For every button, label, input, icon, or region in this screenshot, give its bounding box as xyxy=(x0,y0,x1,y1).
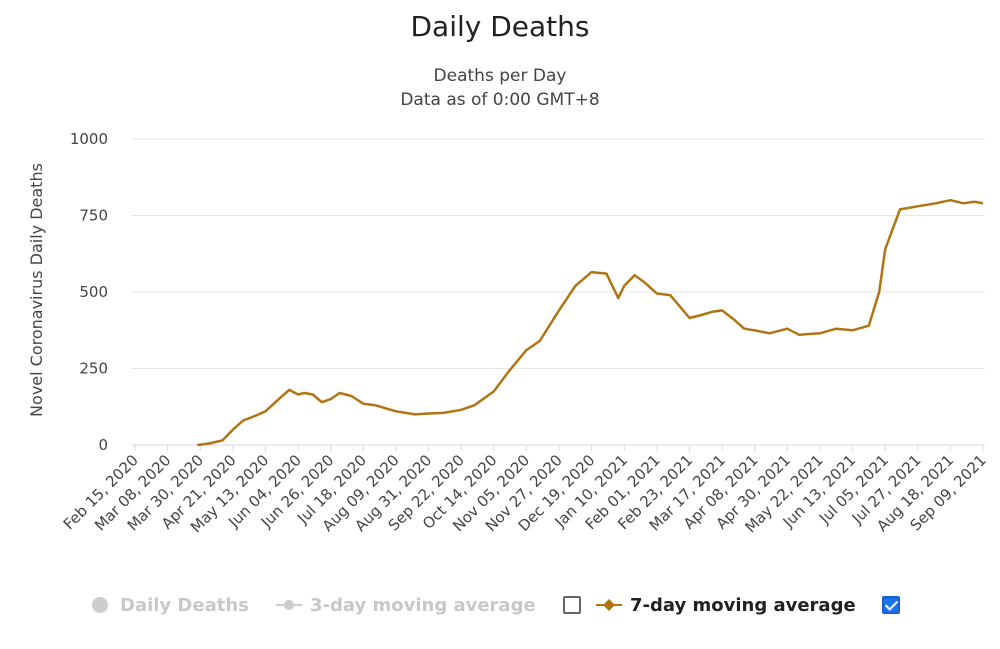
chart-subtitle-line-1: Deaths per Day xyxy=(433,66,567,86)
legend: Daily Deaths 3-day moving average 7-day … xyxy=(0,588,1000,622)
diamond-line-marker-icon xyxy=(596,599,622,611)
y-tick-label: 750 xyxy=(79,207,108,225)
chart-subtitle-line-2: Data as of 0:00 GMT+8 xyxy=(400,90,600,110)
chart-title: Daily Deaths xyxy=(410,10,590,43)
legend-item-daily-deaths[interactable]: Daily Deaths xyxy=(88,588,249,622)
y-tick-label: 500 xyxy=(79,283,108,301)
legend-label-daily-deaths: Daily Deaths xyxy=(120,594,249,616)
y-tick-label: 0 xyxy=(98,436,108,454)
legend-label-3day-average: 3-day moving average xyxy=(310,594,536,616)
y-tick-label: 1000 xyxy=(70,130,108,148)
y-tick-label: 250 xyxy=(79,360,108,378)
circle-line-marker-icon xyxy=(276,600,302,610)
toggle-7day-average-checkbox[interactable] xyxy=(882,596,900,614)
gridlines xyxy=(132,138,985,446)
toggle-3day-average-checkbox[interactable] xyxy=(563,596,581,614)
series-layer xyxy=(197,198,984,447)
chart-plot: 0 250 500 750 1000 Novel Coronavirus Daily D… xyxy=(27,130,990,536)
series-line-7day-average xyxy=(197,198,984,447)
y-axis-label: Novel Coronavirus Daily Deaths xyxy=(27,163,46,417)
legend-item-7day-average[interactable]: 7-day moving average xyxy=(594,588,856,622)
y-axis-ticks: 0 250 500 750 1000 xyxy=(70,130,108,454)
circle-marker-icon xyxy=(92,597,108,613)
legend-label-7day-average: 7-day moving average xyxy=(630,594,856,616)
legend-item-3day-average[interactable]: 3-day moving average xyxy=(274,588,536,622)
